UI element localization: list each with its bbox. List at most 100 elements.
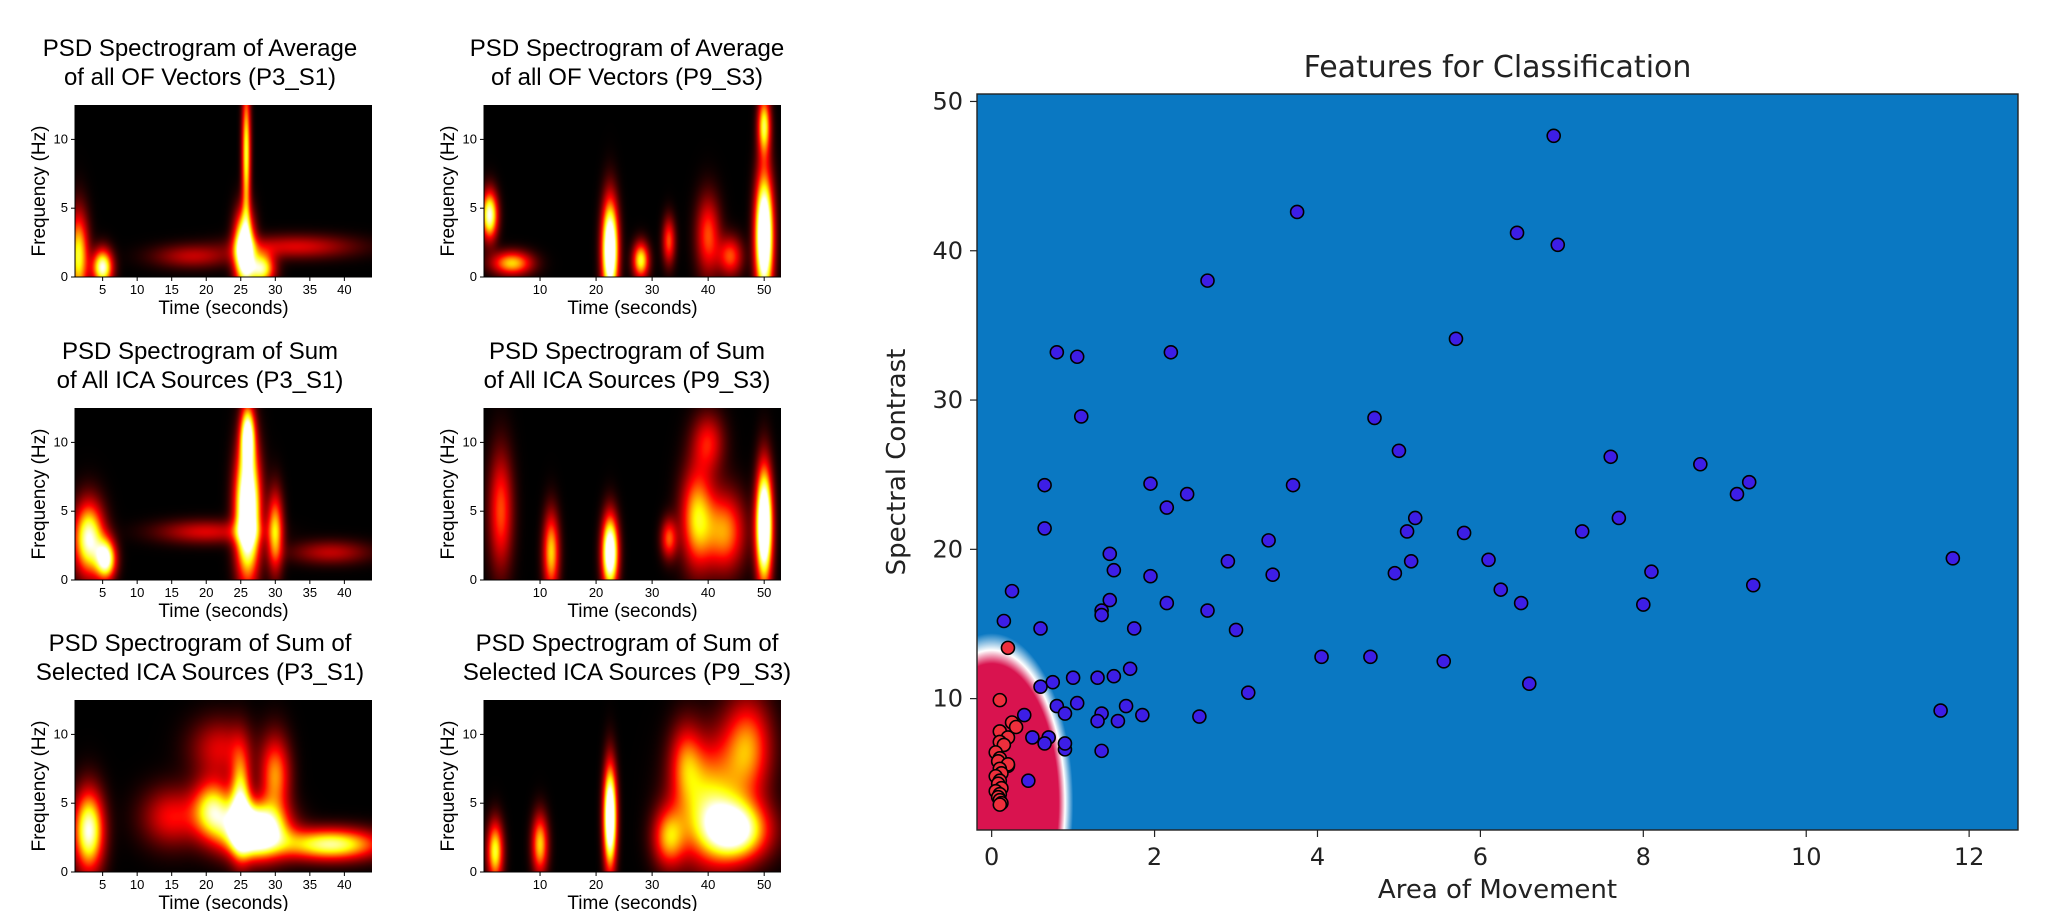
data-point xyxy=(1122,661,1138,677)
data-point xyxy=(1546,128,1562,144)
data-point xyxy=(1550,237,1566,253)
data-point xyxy=(1521,676,1537,691)
data-point xyxy=(1094,607,1109,623)
data-point xyxy=(1192,709,1207,724)
y-tick-label: 0 xyxy=(61,864,68,879)
x-tick-label: 10 xyxy=(130,282,144,297)
data-point xyxy=(1110,713,1126,729)
data-point xyxy=(1025,730,1040,745)
data-point xyxy=(1049,344,1065,360)
x-axis-label: Time (seconds) xyxy=(158,893,288,911)
data-point xyxy=(1945,550,1961,566)
x-tick-label: 50 xyxy=(757,585,771,600)
x-tick-label: 15 xyxy=(164,282,178,297)
data-point xyxy=(1102,592,1118,608)
decision-region xyxy=(977,94,2018,830)
data-point xyxy=(1004,583,1020,599)
data-point xyxy=(1448,331,1464,347)
spectrogram-title: of all OF Vectors (P3_S1) xyxy=(64,64,336,91)
y-tick-label: 10 xyxy=(463,726,477,741)
chart-title: Features for Classification xyxy=(1304,50,1692,85)
y-tick-label: 20 xyxy=(932,535,963,563)
x-tick-label: 30 xyxy=(645,877,659,892)
y-axis-label: Frequency (Hz) xyxy=(29,721,50,852)
y-axis-label: Frequency (Hz) xyxy=(29,126,50,257)
x-tick-label: 35 xyxy=(303,877,317,892)
y-tick-label: 10 xyxy=(54,131,68,146)
x-tick-label: 10 xyxy=(533,585,547,600)
x-axis-label: Time (seconds) xyxy=(567,893,697,911)
x-tick-label: 30 xyxy=(268,877,282,892)
plot-frame xyxy=(976,93,2019,831)
data-point xyxy=(1106,668,1122,684)
x-tick-label: 40 xyxy=(337,877,351,892)
data-point xyxy=(1436,654,1452,669)
x-tick-label: 30 xyxy=(268,282,282,297)
data-point xyxy=(1240,685,1256,700)
data-point xyxy=(1729,486,1745,502)
data-point xyxy=(1163,344,1179,360)
data-point xyxy=(1407,510,1423,526)
data-point xyxy=(1045,674,1061,690)
data-point xyxy=(1037,521,1052,536)
data-point xyxy=(1741,474,1757,490)
data-point xyxy=(1159,500,1175,515)
spectrogram-title: PSD Spectrogram of Sum of xyxy=(49,630,352,657)
data-point xyxy=(1261,533,1276,548)
data-point xyxy=(1033,679,1048,694)
data-point xyxy=(1021,773,1036,789)
spectrogram-heatmap xyxy=(484,408,781,580)
data-point xyxy=(1289,204,1305,220)
x-axis-label: Time (seconds) xyxy=(158,601,288,622)
data-point xyxy=(996,613,1012,629)
x-tick-label: 40 xyxy=(701,585,715,600)
data-point xyxy=(1135,707,1150,723)
data-point xyxy=(1387,565,1403,581)
x-tick-label: 12 xyxy=(1954,843,1985,871)
data-point xyxy=(1603,449,1619,465)
x-tick-label: 30 xyxy=(645,282,659,297)
x-tick-label: 5 xyxy=(99,282,106,297)
y-tick-label: 5 xyxy=(470,503,477,518)
x-tick-label: 25 xyxy=(234,877,248,892)
x-tick-label: 25 xyxy=(234,585,248,600)
data-point xyxy=(1574,524,1590,539)
data-point xyxy=(1069,695,1085,711)
x-tick-label: 20 xyxy=(589,282,603,297)
data-point xyxy=(1016,707,1032,723)
data-point xyxy=(1228,622,1244,638)
x-tick-label: 10 xyxy=(533,282,547,297)
y-tick-label: 5 xyxy=(61,200,68,215)
data-point xyxy=(1644,564,1659,580)
x-tick-label: 4 xyxy=(1310,843,1325,871)
y-tick-label: 10 xyxy=(932,685,963,713)
data-point xyxy=(1265,567,1280,583)
x-tick-label: 20 xyxy=(589,877,603,892)
x-tick-label: 40 xyxy=(337,585,351,600)
spectrogram-title: Selected ICA Sources (P3_S1) xyxy=(36,659,364,686)
scatter-points xyxy=(988,128,1961,812)
data-point xyxy=(1509,225,1525,241)
x-tick-label: 6 xyxy=(1473,843,1488,871)
y-tick-label: 50 xyxy=(932,87,963,115)
data-point xyxy=(1143,568,1158,584)
y-tick-label: 10 xyxy=(463,131,477,146)
data-point xyxy=(1403,553,1419,569)
data-point xyxy=(1000,640,1016,656)
data-point xyxy=(992,797,1008,812)
data-point xyxy=(1065,670,1081,686)
data-point xyxy=(1106,562,1122,578)
x-tick-label: 15 xyxy=(164,585,178,600)
data-point xyxy=(1037,736,1052,751)
data-point xyxy=(1037,477,1052,493)
data-point xyxy=(1745,577,1761,593)
x-tick-label: 35 xyxy=(303,585,317,600)
y-tick-label: 30 xyxy=(932,386,963,414)
y-axis-label: Frequency (Hz) xyxy=(438,721,459,852)
